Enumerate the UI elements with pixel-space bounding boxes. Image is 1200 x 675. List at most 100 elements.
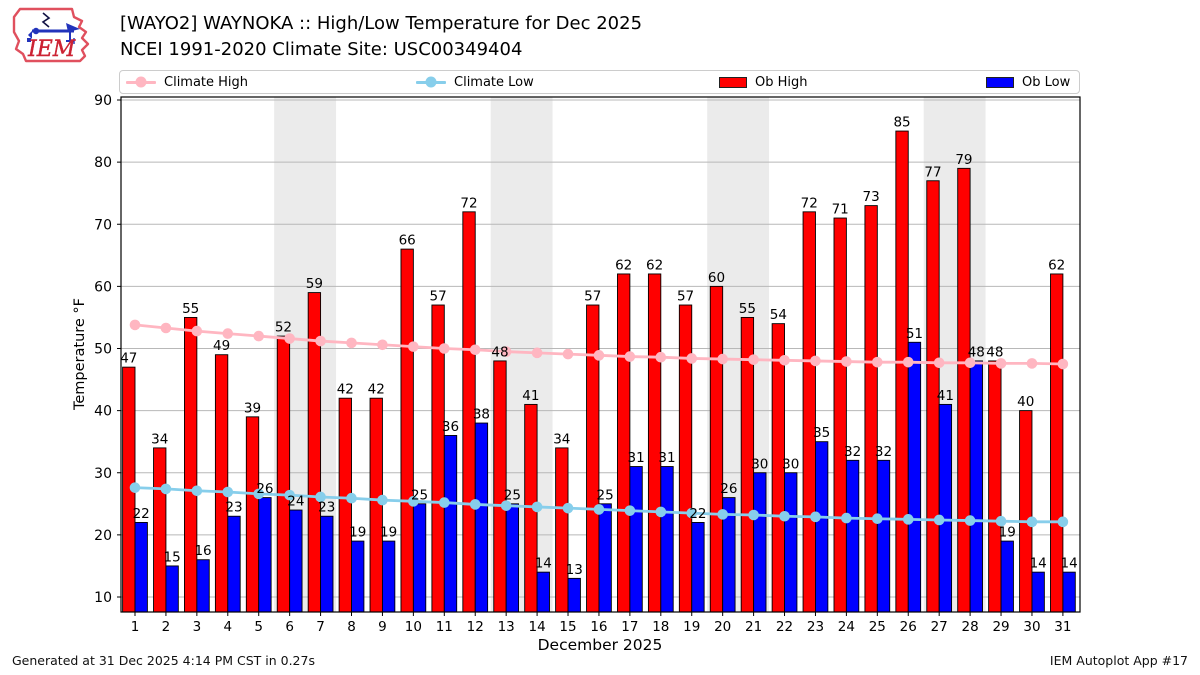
- title-line-2: NCEI 1991-2020 Climate Site: USC00349404: [120, 39, 523, 60]
- ob-low-value-label: 25: [504, 487, 521, 503]
- ob-low-value-label: 30: [751, 456, 768, 472]
- ob-high-value-label: 77: [924, 164, 941, 180]
- ob-high-value-label: 60: [708, 270, 725, 286]
- ob-low-bar: [536, 571, 550, 613]
- ob-low-value-label: 25: [411, 487, 428, 503]
- legend-label: Climate Low: [454, 74, 534, 90]
- y-tick-label: 10: [94, 590, 112, 606]
- x-tick-label: 18: [652, 619, 669, 635]
- climate-low-line-marker: [222, 486, 234, 498]
- ob-high-value-label: 73: [863, 189, 880, 205]
- climate-high-line-marker: [408, 341, 419, 352]
- ob-low-bar: [691, 522, 705, 613]
- x-tick-label: 5: [254, 619, 263, 635]
- y-tick-label: 30: [94, 466, 112, 482]
- ob-low-bar: [567, 577, 581, 613]
- ob-high-value-label: 62: [1048, 257, 1065, 273]
- ob-high-bar: [1019, 410, 1033, 613]
- ob-high-bar: [988, 360, 1002, 613]
- ob-low-bar: [629, 466, 643, 613]
- climate-low-line-marker: [624, 505, 636, 516]
- climate-low-line-marker: [500, 500, 512, 511]
- ob-high-bar: [957, 167, 971, 613]
- ob-high-bar: [153, 447, 167, 613]
- climate-low-line-marker: [439, 497, 450, 508]
- legend-label: Ob High: [755, 74, 808, 90]
- legend-label: Ob Low: [1022, 74, 1071, 90]
- ob-low-bar: [969, 360, 983, 613]
- ob-high-value-label: 48: [491, 344, 508, 360]
- climate-high-line-marker: [748, 354, 759, 365]
- climate-high-line-marker: [284, 333, 295, 344]
- ob-low-bar: [845, 459, 860, 613]
- ob-low-value-label: 38: [473, 407, 490, 423]
- ob-low-bar: [660, 466, 674, 613]
- x-tick-label: 21: [745, 619, 762, 635]
- climate-high-line-marker: [377, 339, 388, 351]
- climate-high-line-marker: [500, 346, 512, 357]
- ob-low-value-label: 35: [813, 425, 830, 441]
- climate-low-line-marker: [593, 504, 605, 515]
- x-tick-label: 28: [962, 619, 979, 635]
- ob-low-bar: [876, 459, 891, 613]
- climate-low-line-marker: [346, 492, 357, 504]
- ob-low-bar: [1031, 571, 1045, 613]
- ob-high-value-label: 48: [986, 344, 1003, 360]
- y-tick-label: 50: [94, 342, 112, 358]
- y-tick-label: 60: [94, 279, 112, 295]
- climate-high-line-marker: [562, 348, 574, 360]
- climate-low-line-marker: [531, 501, 543, 513]
- ob-high-bar: [369, 397, 383, 613]
- climate-high-line-marker: [995, 358, 1007, 369]
- x-tick-label: 30: [1023, 619, 1040, 635]
- climate-high-line-marker: [315, 335, 326, 347]
- climate-low-line-marker: [284, 489, 295, 501]
- ob-high-bar: [245, 416, 260, 613]
- legend-marker-icon: [719, 76, 747, 88]
- ob-low-value-label: 23: [318, 500, 335, 516]
- ob-high-value-label: 47: [120, 351, 137, 367]
- ob-low-value-label: 22: [133, 506, 150, 522]
- ob-low-value-label: 16: [194, 543, 211, 559]
- ob-high-value-label: 72: [460, 195, 477, 211]
- climate-high-line-marker: [346, 337, 357, 349]
- climate-low-line-marker: [562, 502, 574, 514]
- ob-high-bar: [617, 273, 631, 613]
- climate-low-line-marker: [933, 514, 945, 526]
- ob-high-value-label: 42: [368, 382, 385, 398]
- x-tick-label: 24: [838, 619, 855, 635]
- x-tick-label: 2: [162, 619, 171, 635]
- y-tick-label: 70: [94, 217, 112, 233]
- ob-low-value-label: 31: [658, 450, 675, 466]
- climate-high-line-marker: [933, 357, 945, 369]
- climate-high-line-marker: [439, 343, 450, 354]
- climate-high-line-marker: [1026, 358, 1038, 369]
- chart-title: [WAYO2] WAYNOKA :: High/Low Temperature …: [120, 11, 642, 63]
- climate-low-line-marker: [841, 512, 852, 524]
- climate-low-line-marker: [377, 494, 388, 506]
- ob-high-bar: [647, 273, 662, 613]
- plot-border: [120, 96, 1081, 613]
- ob-low-value-label: 32: [844, 444, 861, 460]
- legend-line-marker-icon: [135, 76, 147, 88]
- ob-high-value-label: 34: [151, 431, 168, 447]
- ob-high-value-label: 34: [553, 431, 570, 447]
- climate-low-line-marker: [1026, 516, 1038, 528]
- app-credit: IEM Autoplot App #17: [1049, 653, 1188, 668]
- ob-high-value-label: 49: [213, 338, 230, 354]
- ob-low-value-label: 51: [906, 326, 923, 342]
- ob-high-bar: [864, 205, 878, 613]
- x-tick-label: 1: [131, 619, 140, 635]
- ob-high-bar: [400, 248, 414, 613]
- x-tick-label: 27: [931, 619, 948, 635]
- ob-low-bar: [289, 509, 303, 613]
- ob-low-value-label: 30: [782, 456, 799, 472]
- ob-high-value-label: 42: [337, 382, 354, 398]
- ob-low-value-label: 19: [349, 525, 366, 541]
- ob-high-value-label: 55: [739, 301, 756, 317]
- ob-low-value-label: 22: [689, 506, 706, 522]
- climate-low-line-marker: [160, 483, 172, 495]
- x-tick-label: 6: [285, 619, 294, 635]
- x-tick-label: 25: [869, 619, 886, 635]
